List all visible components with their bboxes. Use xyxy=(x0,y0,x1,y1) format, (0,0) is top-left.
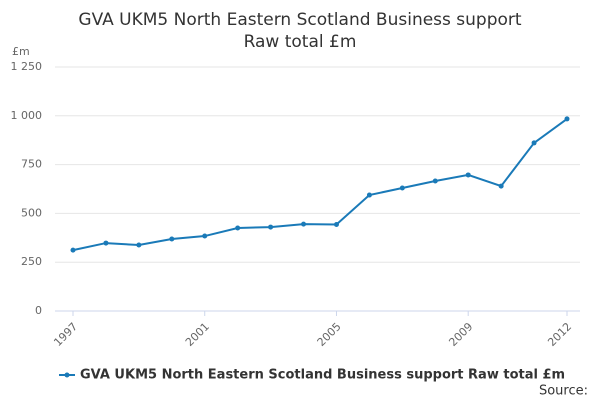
point xyxy=(399,185,405,191)
point xyxy=(531,140,537,146)
point xyxy=(465,172,471,178)
y-tick-label: 1 000 xyxy=(11,109,43,122)
x-tick-label: 2009 xyxy=(446,320,475,349)
y-tick-label: 1 250 xyxy=(11,60,43,73)
point xyxy=(333,222,339,228)
point xyxy=(169,236,175,242)
x-tick-label: 2012 xyxy=(545,320,574,349)
y-tick-label: 250 xyxy=(21,255,42,268)
point xyxy=(235,225,241,231)
series-line xyxy=(72,118,568,252)
point xyxy=(268,224,274,230)
x-tick-label: 2001 xyxy=(183,320,212,349)
legend-label: GVA UKM5 North Eastern Scotland Business… xyxy=(80,368,565,383)
point xyxy=(202,233,208,239)
y-tick-label: 0 xyxy=(35,304,42,317)
x-tick-label: 1997 xyxy=(51,320,80,349)
point xyxy=(564,116,570,122)
y-tick-label: 750 xyxy=(21,158,42,171)
chart-title: GVA UKM5 North Eastern Scotland Business… xyxy=(78,10,521,30)
y-tick-label: 500 xyxy=(21,206,42,219)
point xyxy=(301,221,307,227)
source: Source: xyxy=(539,384,588,399)
legend-swatch xyxy=(64,372,70,378)
chart-title: Raw total £m xyxy=(244,32,357,52)
y-axis-label: £m xyxy=(12,45,30,58)
point xyxy=(103,240,109,246)
point xyxy=(70,247,76,253)
point xyxy=(498,183,504,189)
point xyxy=(366,192,372,198)
point xyxy=(432,178,438,184)
x-tick-label: 2005 xyxy=(315,320,344,349)
point xyxy=(136,242,142,248)
